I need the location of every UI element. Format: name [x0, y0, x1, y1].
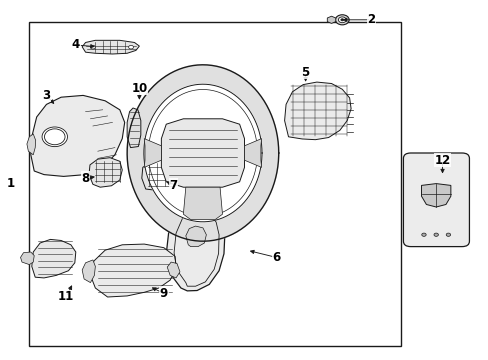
Polygon shape — [127, 108, 141, 148]
Polygon shape — [144, 139, 161, 167]
Polygon shape — [326, 16, 335, 23]
Polygon shape — [32, 239, 76, 278]
Polygon shape — [421, 184, 450, 207]
Polygon shape — [27, 134, 36, 155]
Ellipse shape — [42, 127, 67, 147]
Text: 6: 6 — [272, 251, 280, 264]
Text: 1: 1 — [7, 177, 15, 190]
Polygon shape — [166, 205, 224, 291]
Text: 10: 10 — [131, 82, 147, 95]
Ellipse shape — [90, 45, 95, 49]
Polygon shape — [161, 119, 244, 187]
Ellipse shape — [421, 233, 425, 237]
Polygon shape — [82, 40, 139, 54]
Ellipse shape — [338, 17, 346, 23]
Text: 2: 2 — [367, 13, 375, 26]
Ellipse shape — [128, 45, 133, 49]
Polygon shape — [90, 244, 176, 297]
Text: 8: 8 — [81, 172, 89, 185]
Text: 11: 11 — [58, 291, 74, 303]
Polygon shape — [143, 84, 262, 222]
Polygon shape — [142, 160, 178, 190]
Text: 3: 3 — [42, 89, 50, 102]
Polygon shape — [183, 187, 222, 220]
Polygon shape — [185, 226, 206, 247]
Polygon shape — [244, 139, 261, 167]
Ellipse shape — [446, 233, 450, 237]
Polygon shape — [31, 95, 124, 176]
FancyBboxPatch shape — [403, 153, 468, 247]
Polygon shape — [20, 252, 34, 265]
Text: 7: 7 — [169, 179, 177, 192]
Ellipse shape — [433, 233, 437, 237]
Text: 4: 4 — [72, 39, 80, 51]
Polygon shape — [284, 82, 350, 140]
Polygon shape — [127, 65, 278, 241]
Bar — [29, 22, 400, 346]
Polygon shape — [89, 158, 122, 187]
Ellipse shape — [335, 15, 348, 25]
Ellipse shape — [340, 19, 343, 21]
Polygon shape — [82, 260, 95, 283]
Polygon shape — [167, 262, 180, 278]
Text: 12: 12 — [433, 154, 450, 167]
Text: 5: 5 — [301, 66, 309, 78]
Text: 9: 9 — [160, 287, 167, 300]
